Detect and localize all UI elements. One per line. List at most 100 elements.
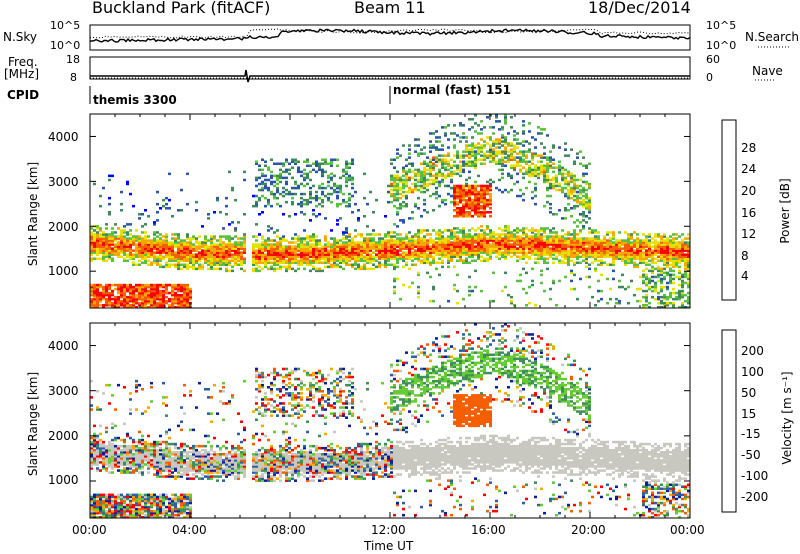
heatmap-cell [90,507,93,511]
heatmap-cell [285,168,288,172]
heatmap-cell [408,251,411,254]
heatmap-cell [90,253,93,256]
heatmap-cell [474,150,477,153]
power-ytick-1000: 1000 [48,264,79,278]
heatmap-cell [327,243,330,246]
heatmap-cell [156,241,159,244]
heatmap-cell [465,200,468,204]
heatmap-cell [345,247,348,250]
heatmap-cell [432,251,435,254]
heatmap-cell [483,207,486,210]
heatmap-cell [297,168,300,172]
heatmap-cell [303,168,306,172]
heatmap-cell [90,497,93,501]
heatmap-cell [225,259,228,263]
heatmap-cell [468,204,471,208]
heatmap-cell [549,150,552,153]
heatmap-cell [462,162,465,166]
heatmap-cell [429,170,432,174]
heatmap-cell [606,255,609,259]
heatmap-cell [483,231,486,234]
heatmap-cell [111,289,114,293]
heatmap-cell [225,204,228,208]
heatmap-cell [579,229,582,232]
heatmap-cell [159,251,162,254]
heatmap-cell [144,223,147,226]
heatmap-cell [294,182,297,186]
heatmap-cell [672,251,675,254]
heatmap-cell [231,269,234,273]
heatmap-cell [549,182,552,186]
heatmap-cell [591,251,594,254]
heatmap-cell [426,182,429,186]
heatmap-cell [573,245,576,248]
heatmap-cell [513,130,516,133]
heatmap-cell [105,233,108,236]
heatmap-cell [222,245,225,248]
heatmap-cell [669,275,672,279]
heatmap-cell [483,215,486,218]
heatmap-cell [297,261,300,265]
heatmap-cell [579,188,582,192]
heatmap-cell [501,164,504,168]
heatmap-cell [423,186,426,190]
heatmap-cell [228,239,231,242]
heatmap-cell [528,243,531,246]
heatmap-cell [93,453,96,456]
heatmap-cell [183,304,186,307]
heatmap-cell [144,287,147,291]
heatmap-cell [420,178,423,182]
heatmap-cell [621,285,624,289]
heatmap-cell [96,291,99,295]
heatmap-cell [567,192,570,196]
heatmap-cell [522,198,525,202]
heatmap-cell [111,493,114,497]
heatmap-cell [435,253,438,256]
heatmap-cell [489,146,492,149]
heatmap-cell [156,291,159,295]
heatmap-cell [543,229,546,232]
heatmap-cell [552,249,555,252]
heatmap-cell [600,255,603,259]
heatmap-cell [129,293,132,297]
heatmap-cell [276,263,279,267]
heatmap-cell [660,241,663,244]
heatmap-cell [90,451,93,454]
heatmap-cell [450,132,453,135]
heatmap-cell [534,235,537,238]
heatmap-cell [504,146,507,149]
heatmap-cell [90,467,93,470]
heatmap-cell [474,196,477,200]
heatmap-cell [651,253,654,256]
heatmap-cell [309,235,312,238]
heatmap-cell [381,249,384,252]
heatmap-cell [120,209,123,212]
heatmap-cell [150,263,153,267]
heatmap-cell [486,136,489,139]
heatmap-cell [345,255,348,259]
heatmap-cell [108,245,111,248]
heatmap-cell [456,194,459,198]
heatmap-cell [555,235,558,238]
heatmap-cell [261,267,264,271]
heatmap-cell [519,273,522,277]
heatmap-cell [417,154,420,157]
heatmap-cell [519,170,522,174]
heatmap-cell [411,237,414,240]
heatmap-cell [414,188,417,192]
heatmap-cell [657,241,660,244]
heatmap-cell [318,269,321,273]
heatmap-cell [471,152,474,155]
heatmap-cell [564,192,567,196]
heatmap-cell [576,251,579,254]
heatmap-cell [594,251,597,254]
heatmap-cell [393,249,396,252]
heatmap-cell [309,219,312,222]
freq-label-line2: [MHz] [4,67,40,81]
heatmap-cell [177,265,180,269]
heatmap-cell [117,253,120,256]
heatmap-cell [405,178,408,182]
heatmap-cell [417,233,420,236]
heatmap-cell [264,186,267,190]
heatmap-cell [621,243,624,246]
